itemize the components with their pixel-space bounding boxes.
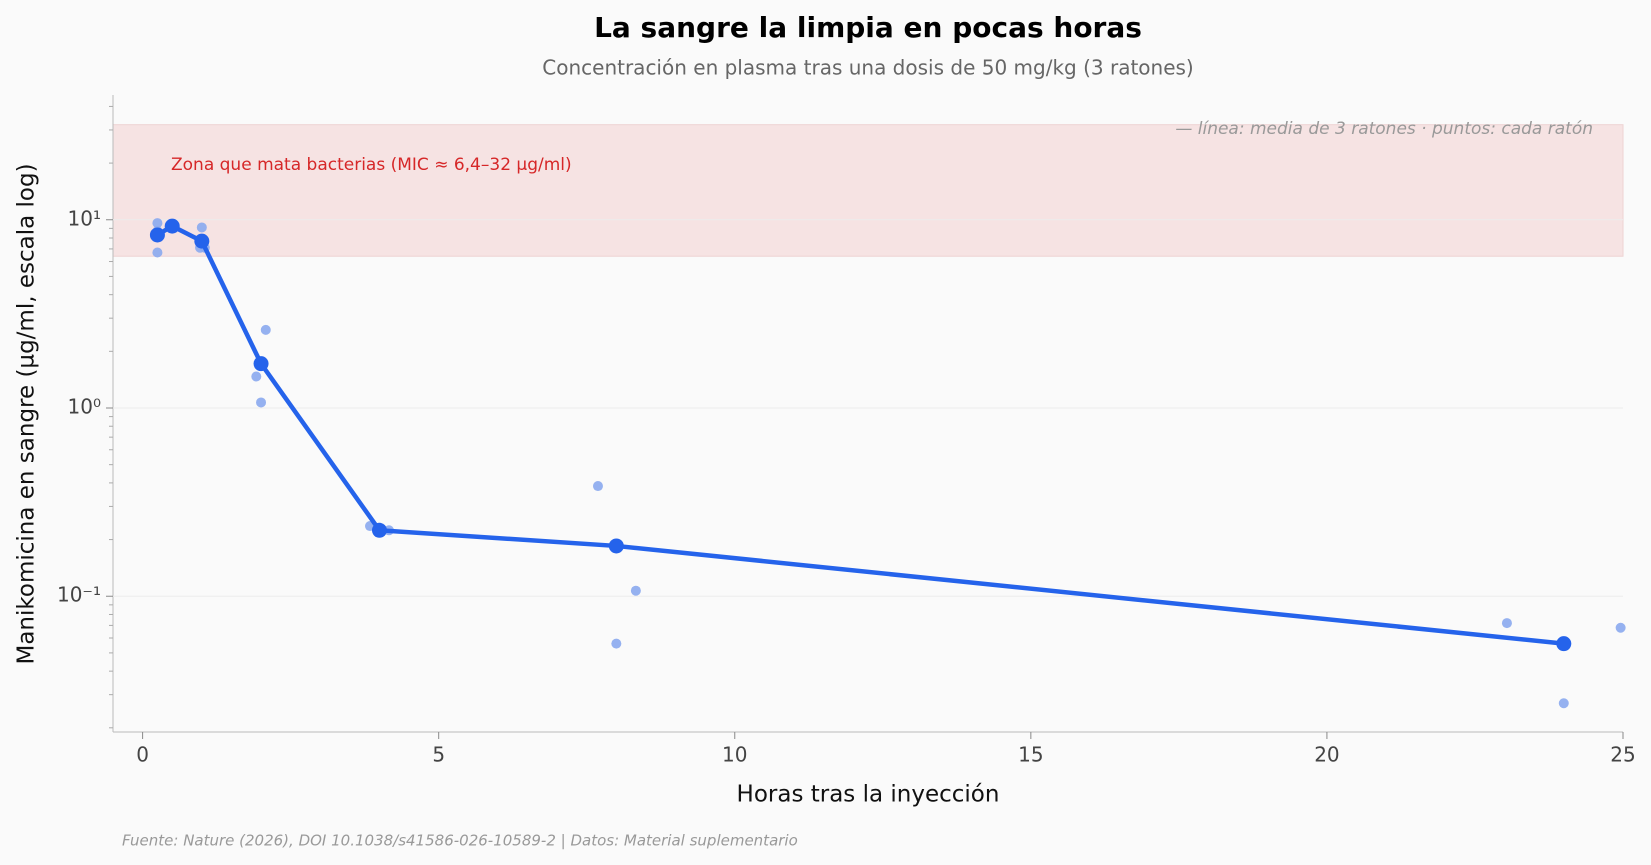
x-axis-label: Horas tras la inyección [737,782,1000,808]
mouse-point [611,638,622,649]
mean-point [608,538,624,554]
mean-point [164,218,180,234]
mean-point [253,356,269,372]
mouse-point [256,397,267,408]
x-tick-label: 25 [1610,743,1635,767]
mean-point [194,233,210,249]
note: — línea: media de 3 ratones · puntos: ca… [1175,119,1593,139]
x-tick-label: 10 [722,743,747,767]
y-axis-label: Manikomicina en sangre (µg/ml, escala lo… [14,163,40,664]
x-tick-label: 0 [136,743,149,767]
y-tick-label: 10⁻¹ [57,583,101,607]
mouse-point [251,371,262,382]
mouse-point [152,218,163,229]
mouse-point [1558,698,1569,709]
mouse-point [592,481,603,492]
chart-title: La sangre la limpia en pocas horas [594,11,1142,44]
y-tick-label: 10¹ [68,206,101,230]
band-label: Zona que mata bacterias (MIC ≈ 6,4–32 µg… [171,155,572,175]
chart-subtitle: Concentración en plasma tras una dosis d… [542,56,1193,80]
mean-point [1556,636,1572,652]
mouse-point [1615,622,1626,633]
x-tick-label: 5 [432,743,445,767]
mouse-point [630,585,641,596]
y-tick-label: 10⁰ [68,394,101,418]
mic-band [112,124,1624,257]
mouse-point [152,247,163,258]
source: Fuente: Nature (2026), DOI 10.1038/s4158… [122,832,798,850]
x-tick-label: 15 [1018,743,1043,767]
mean-point [371,522,387,538]
mean-point [149,227,165,243]
x-tick-label: 20 [1314,743,1339,767]
mouse-point [260,324,271,335]
mouse-point [196,222,207,233]
mouse-point [1501,618,1512,629]
